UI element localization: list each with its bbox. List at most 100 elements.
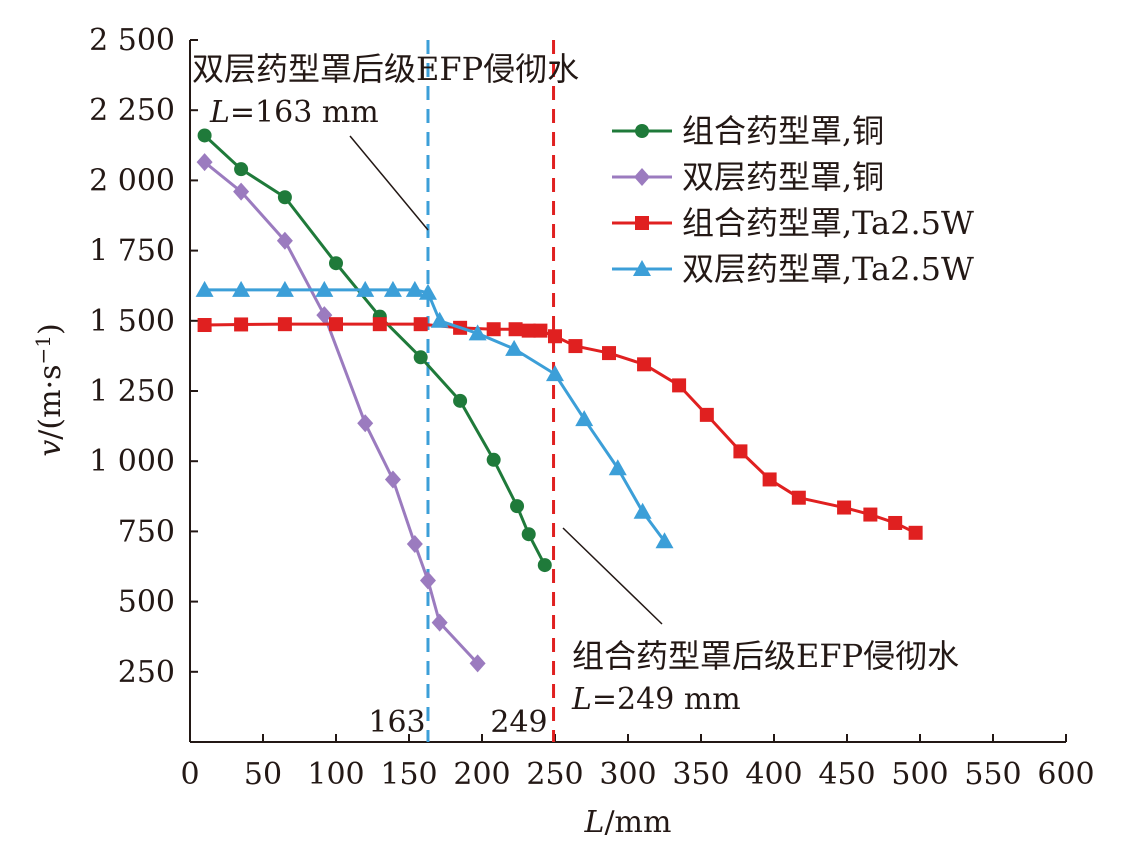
data-point	[406, 535, 423, 554]
series-1	[196, 153, 486, 673]
data-point	[413, 350, 428, 365]
data-point	[505, 339, 524, 356]
y-axis-label: v/(m·s−1)	[31, 323, 68, 456]
x-tick-label: 600	[1037, 757, 1094, 792]
legend-label: 双层药型罩,铜	[682, 158, 884, 196]
data-point	[733, 444, 748, 459]
annotation-double-layer-length: L=163 mm	[209, 95, 379, 130]
data-point	[863, 507, 878, 522]
x-axis-ticks: 0 50 100 150 200 250 300 350 400 450 500 550 600	[180, 734, 1095, 792]
series-0	[197, 128, 552, 573]
data-point	[469, 654, 486, 673]
data-point	[195, 280, 214, 297]
x-tick-label: 50	[244, 757, 282, 792]
data-point	[699, 407, 714, 422]
reference-label-249: 249	[490, 705, 547, 740]
data-point	[468, 324, 487, 341]
data-point	[316, 306, 333, 325]
data-point	[196, 153, 213, 172]
data-point	[275, 280, 294, 297]
legend-label: 组合药型罩,Ta2.5W	[682, 204, 974, 242]
x-tick-label: 0	[180, 757, 199, 792]
x-tick-label: 450	[818, 757, 875, 792]
y-tick-label: 500	[118, 585, 175, 620]
data-point	[672, 378, 687, 393]
data-point	[329, 256, 343, 271]
data-point	[548, 329, 562, 344]
y-tick-label: 1 000	[89, 444, 175, 479]
series-line	[204, 322, 917, 535]
x-axis-label: L/mm	[584, 805, 672, 840]
x-tick-label: 400	[745, 757, 802, 792]
data-point	[908, 525, 923, 540]
y-tick-label: 1 750	[89, 234, 175, 269]
data-point	[413, 317, 428, 332]
data-point	[575, 410, 594, 427]
y-tick-label: 2 250	[89, 93, 175, 128]
data-point	[197, 128, 212, 143]
y-tick-label: 1 250	[89, 374, 175, 409]
data-point	[486, 322, 501, 337]
data-point	[888, 515, 903, 530]
x-tick-label: 250	[526, 757, 583, 792]
y-tick-label: 2 000	[89, 163, 175, 198]
data-point	[655, 532, 674, 549]
data-point	[510, 499, 525, 514]
series-layer	[195, 128, 923, 673]
series-3	[195, 280, 674, 549]
data-point	[546, 365, 564, 382]
data-point	[430, 311, 449, 328]
x-tick-label: 500	[891, 757, 948, 792]
data-point	[405, 280, 424, 297]
data-point	[233, 182, 250, 201]
data-point	[234, 317, 249, 332]
data-point	[356, 280, 375, 297]
data-point	[384, 470, 401, 489]
data-point	[277, 190, 292, 205]
data-point	[419, 571, 436, 590]
annotation-double-layer-leader	[349, 135, 429, 231]
y-tick-label: 2 500	[89, 23, 175, 58]
data-point	[633, 502, 652, 519]
annotation-combined-leader	[562, 527, 663, 625]
data-point	[372, 317, 387, 332]
legend-swatch-marker	[634, 168, 650, 186]
data-point	[197, 318, 212, 333]
data-point	[521, 323, 536, 338]
data-point	[508, 322, 523, 337]
data-point	[762, 472, 777, 487]
x-tick-label: 200	[453, 757, 510, 792]
data-point	[521, 527, 536, 542]
legend-swatch-marker	[635, 216, 649, 230]
legend-swatch-marker	[635, 124, 649, 138]
annotation-double-layer-title: 双层药型罩后级EFP侵彻水	[192, 50, 579, 88]
annotation-combined-title: 组合药型罩后级EFP侵彻水	[572, 637, 959, 675]
data-point	[232, 280, 251, 297]
data-point	[837, 500, 852, 515]
series-line	[203, 160, 479, 665]
reference-label-163: 163	[368, 705, 425, 740]
x-tick-label: 550	[964, 757, 1021, 792]
data-point	[383, 280, 402, 297]
data-point	[234, 162, 249, 177]
data-point	[533, 323, 548, 338]
data-point	[537, 558, 552, 573]
data-point	[431, 613, 448, 632]
data-point	[486, 452, 501, 467]
data-point	[329, 317, 343, 332]
data-point	[453, 393, 468, 408]
data-point	[602, 346, 617, 361]
legend-label: 组合药型罩,铜	[682, 112, 884, 150]
data-point	[277, 317, 292, 332]
x-tick-label: 350	[672, 757, 729, 792]
y-tick-label: 1 500	[89, 304, 175, 339]
y-tick-label: 250	[118, 655, 175, 690]
series-2	[197, 317, 923, 540]
x-tick-label: 300	[599, 757, 656, 792]
legend-label: 双层药型罩,Ta2.5W	[682, 250, 974, 288]
series-line	[204, 288, 666, 543]
series-line	[203, 134, 547, 566]
data-point	[608, 459, 627, 476]
